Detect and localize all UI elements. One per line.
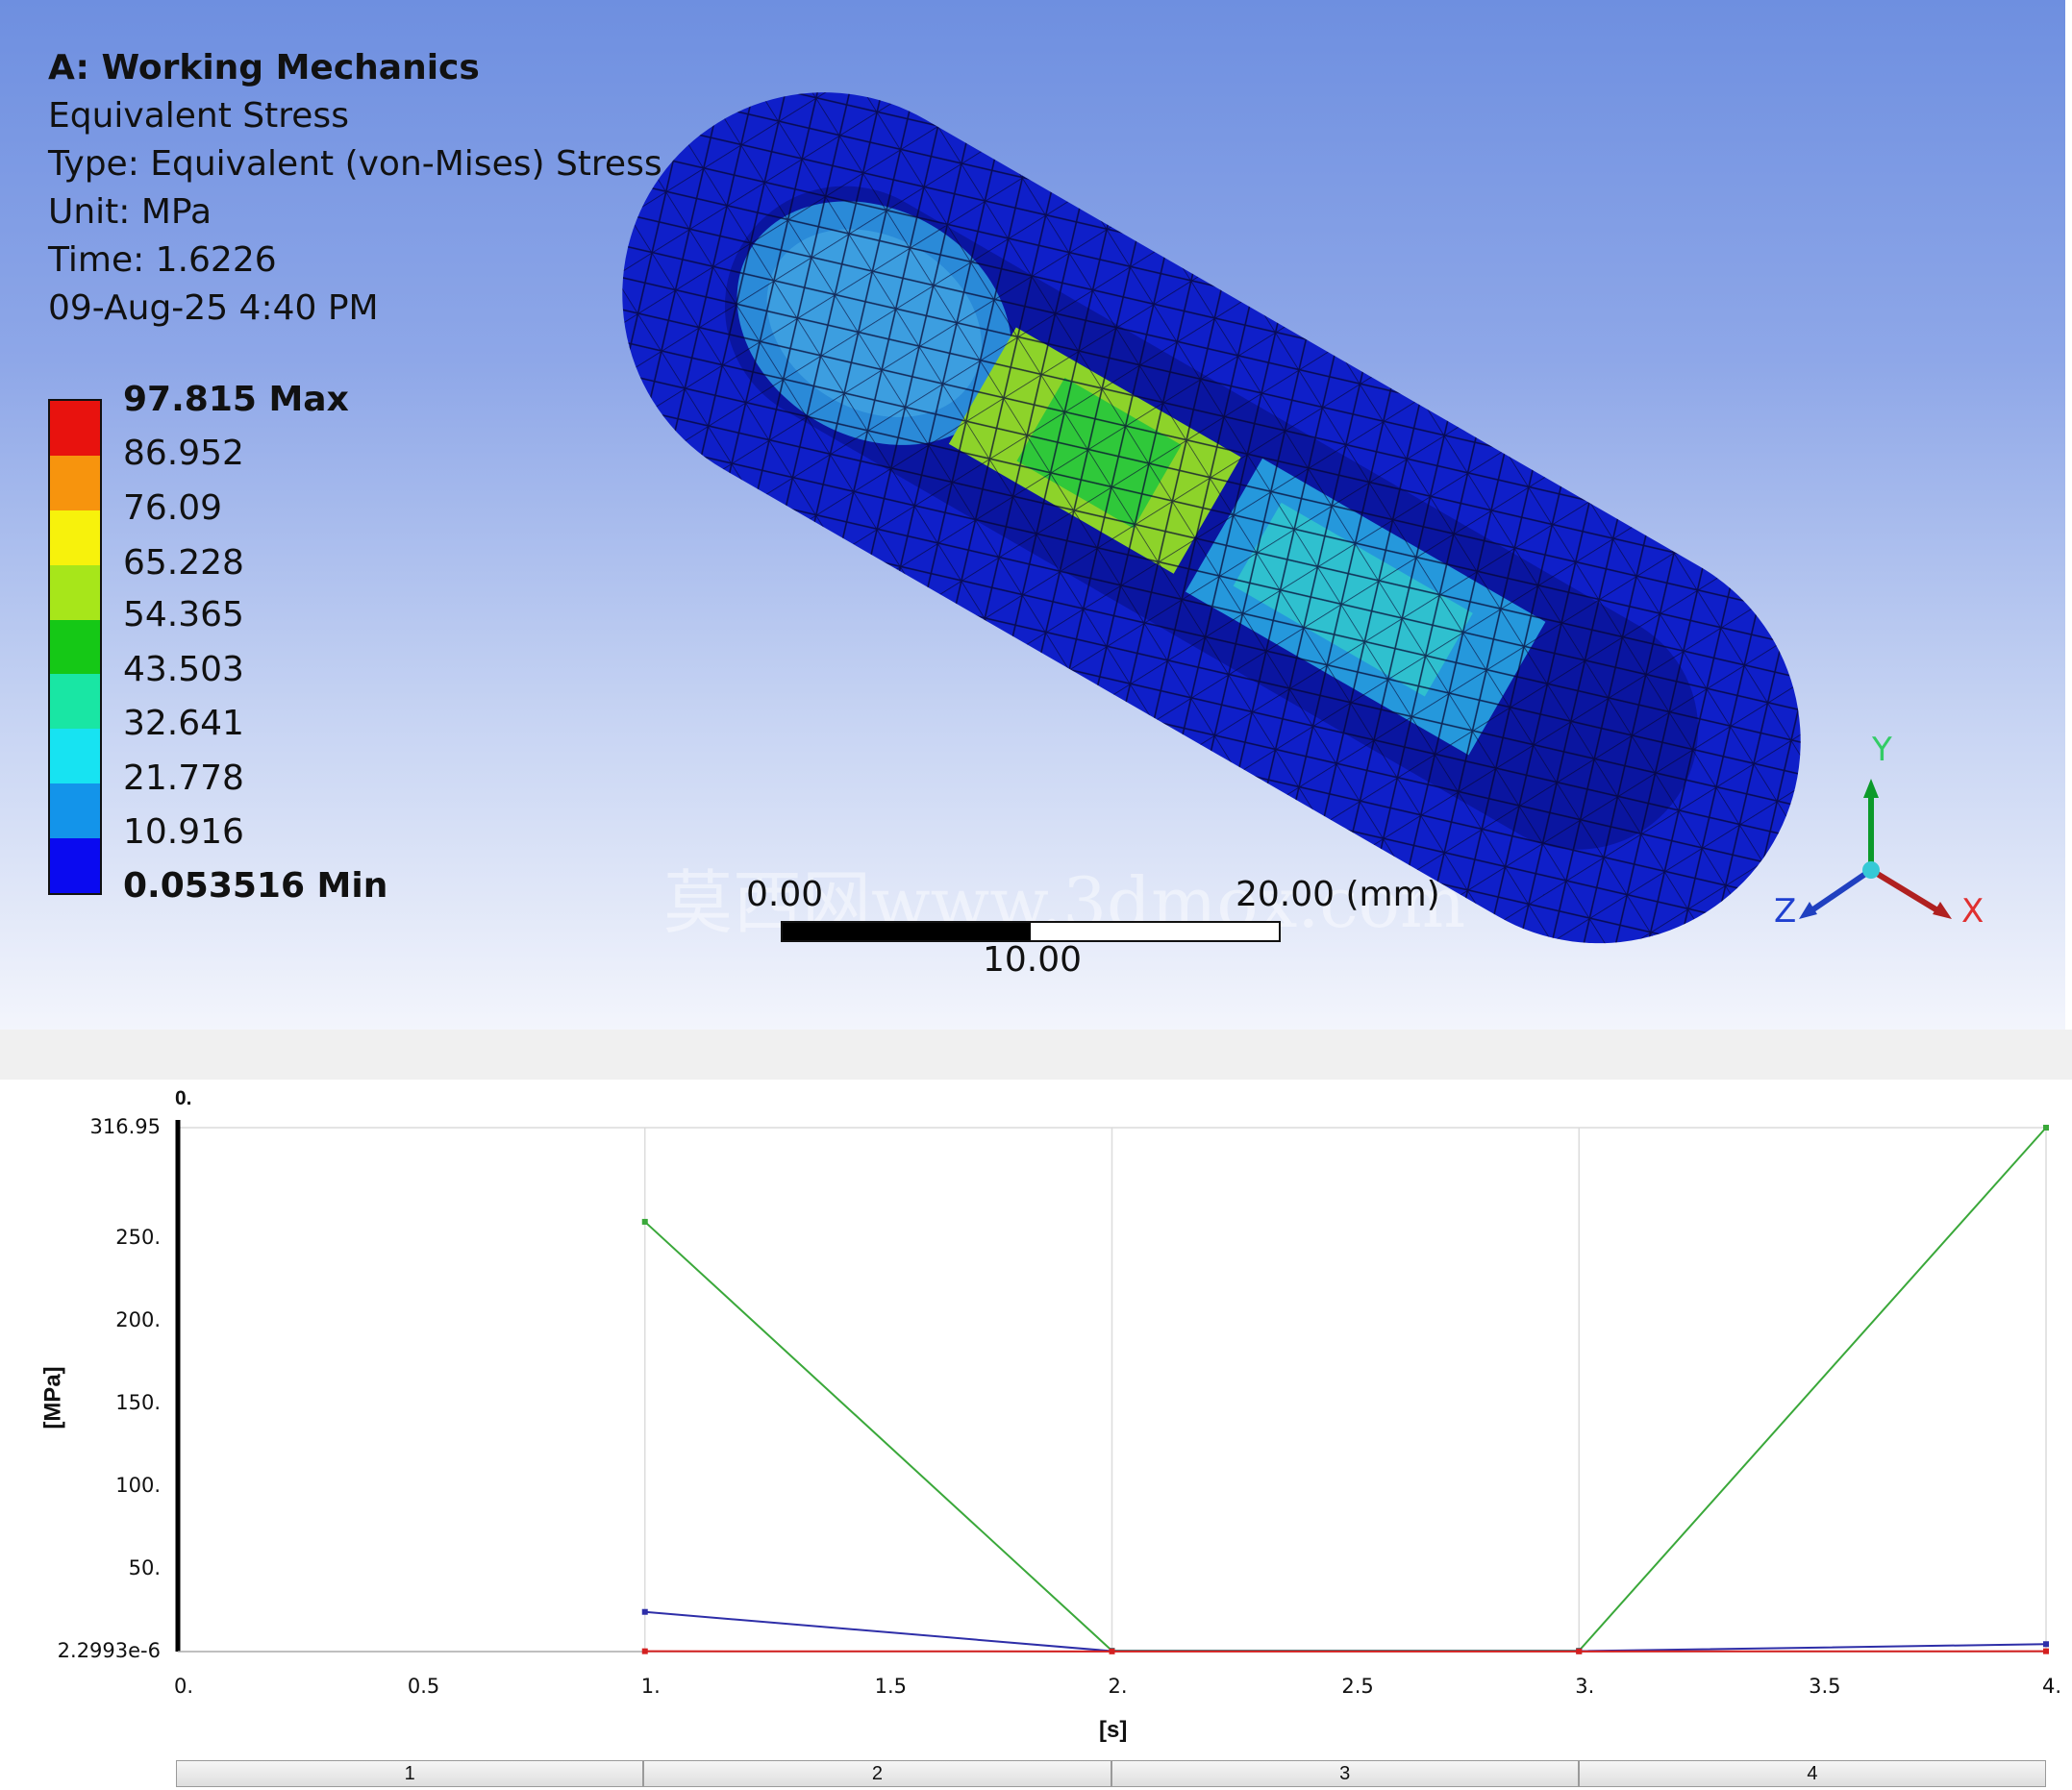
scale-mid-label: 10.00 xyxy=(983,940,1083,980)
scale-left-label: 0.00 xyxy=(746,875,824,914)
step-button[interactable]: 1 xyxy=(176,1760,644,1787)
legend-value: 54.365 xyxy=(123,595,244,634)
step-button[interactable]: 2 xyxy=(643,1760,1111,1787)
stress-model[interactable] xyxy=(0,0,2065,1030)
legend-color-cell xyxy=(50,510,100,565)
scale-bar xyxy=(781,921,1281,942)
legend-color-cell xyxy=(50,401,100,456)
x-tick-label: 1. xyxy=(640,1675,661,1698)
x-tick-label: 0. xyxy=(174,1675,194,1698)
x-axis-title: [s] xyxy=(1099,1717,1128,1743)
triad-x-label: X xyxy=(1961,892,1985,931)
legend-color-cell xyxy=(50,729,100,784)
y-tick-label: 50. xyxy=(128,1556,161,1580)
panel-divider xyxy=(0,1030,2072,1080)
legend-color-cell xyxy=(50,674,100,730)
y-tick-label: 2.2993e-6 xyxy=(57,1639,161,1662)
result-time: Time: 1.6226 xyxy=(48,240,277,280)
legend-value: 32.641 xyxy=(123,704,244,743)
triad-z-label: Z xyxy=(1774,892,1797,931)
y-tick-label: 316.95 xyxy=(89,1115,161,1138)
x-tick-label: 3. xyxy=(1575,1675,1595,1698)
x-tick-label: 1.5 xyxy=(874,1675,908,1698)
step-button[interactable]: 3 xyxy=(1111,1760,1579,1787)
chart-top-label: 0. xyxy=(175,1087,192,1109)
graph-panel xyxy=(0,1080,2072,1790)
legend-color-cell xyxy=(50,564,100,620)
graphics-viewport[interactable]: A: Working Mechanics Equivalent Stress T… xyxy=(0,0,2065,1030)
step-button[interactable]: 4 xyxy=(1578,1760,2046,1787)
legend-value: 76.09 xyxy=(123,488,223,528)
x-tick-label: 2. xyxy=(1108,1675,1128,1698)
result-type: Type: Equivalent (von-Mises) Stress xyxy=(48,144,662,184)
x-tick-label: 4. xyxy=(2042,1675,2062,1698)
legend-value: 21.778 xyxy=(123,758,244,798)
result-unit: Unit: MPa xyxy=(48,192,212,232)
legend-max-label: 97.815 Max xyxy=(123,380,349,419)
result-name: Equivalent Stress xyxy=(48,96,349,136)
result-date: 09-Aug-25 4:40 PM xyxy=(48,288,379,328)
legend-color-cell xyxy=(50,838,100,894)
legend-value: 86.952 xyxy=(123,434,244,473)
x-tick-label: 2.5 xyxy=(1341,1675,1374,1698)
y-tick-label: 100. xyxy=(115,1474,161,1498)
analysis-title: A: Working Mechanics xyxy=(48,48,480,87)
y-tick-label: 250. xyxy=(115,1226,161,1250)
y-tick-label: 150. xyxy=(115,1391,161,1415)
x-tick-label: 0.5 xyxy=(407,1675,440,1698)
legend-color-cell xyxy=(50,619,100,675)
legend-color-cell xyxy=(50,783,100,839)
legend-min-label: 0.053516 Min xyxy=(123,866,388,906)
x-tick-label: 3.5 xyxy=(1809,1675,1841,1698)
legend-value: 43.503 xyxy=(123,650,244,689)
contour-legend-bar xyxy=(48,399,102,895)
axis-triad xyxy=(1799,779,1952,919)
scale-right-label: 20.00 (mm) xyxy=(1236,875,1440,914)
y-tick-label: 200. xyxy=(115,1308,161,1332)
step-selector-row: 1 2 3 4 xyxy=(176,1760,2046,1787)
triad-y-label: Y xyxy=(1872,731,1892,769)
legend-value: 10.916 xyxy=(123,812,244,852)
legend-value: 65.228 xyxy=(123,543,244,583)
legend-color-cell xyxy=(50,455,100,510)
